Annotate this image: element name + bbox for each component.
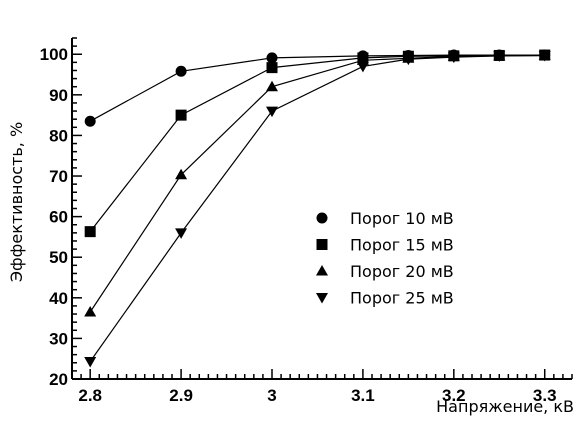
legend-entry: Порог 15 мВ (316, 236, 454, 255)
x-tick-label: 3.2 (442, 386, 466, 405)
data-point (266, 80, 278, 92)
x-tick-label: 3.3 (533, 386, 557, 405)
data-point (266, 62, 278, 74)
data-point (356, 61, 369, 73)
legend: Порог 10 мВ Порог 15 мВ Порог 20 мВ Порог 2… (316, 209, 454, 308)
series-4 (84, 50, 551, 368)
data-point (175, 109, 187, 121)
legend-marker (316, 265, 328, 276)
data-point (493, 51, 506, 62)
data-point (538, 50, 551, 62)
x-tick-label: 2.8 (78, 386, 102, 405)
series-line (89, 54, 545, 232)
data-point (84, 115, 96, 127)
y-tick-label: 30 (49, 329, 68, 348)
data-point (266, 52, 278, 64)
legend-entry: Порог 20 мВ (316, 262, 454, 281)
x-tick-label: 3 (267, 386, 276, 405)
data-point (175, 65, 187, 77)
y-tick-label: 80 (49, 126, 68, 145)
data-point (84, 306, 97, 317)
legend-marker (316, 212, 328, 224)
x-tick-label: 3.1 (351, 386, 375, 405)
data-point (84, 226, 96, 238)
legend-label: Порог 25 мВ (350, 289, 454, 308)
data-point (175, 228, 188, 239)
legend-entry: Порог 10 мВ (316, 209, 454, 228)
y-tick-label: 100 (40, 45, 68, 64)
legend-label: Порог 15 мВ (350, 236, 454, 255)
data-point (266, 106, 278, 118)
y-tick-label: 50 (49, 248, 68, 267)
series-line (89, 54, 545, 362)
x-axis-title: Напряжение, кВ (436, 397, 574, 416)
x-tick-label: 2.9 (169, 386, 193, 405)
y-tick-label: 60 (49, 208, 68, 227)
series-3 (84, 49, 551, 317)
data-point (402, 54, 415, 66)
data-point (175, 168, 188, 180)
legend-entry: Порог 25 мВ (316, 289, 454, 308)
series-layer (84, 49, 551, 368)
data-point (84, 357, 97, 368)
series-2 (84, 49, 551, 238)
legend-label: Порог 20 мВ (350, 262, 454, 281)
y-tick-label: 70 (49, 167, 68, 186)
legend-label: Порог 10 мВ (350, 209, 454, 228)
y-tick-label: 20 (49, 370, 68, 389)
data-point (447, 52, 460, 64)
y-axis-title: Эффективность, % (7, 122, 26, 282)
y-tick-label: 90 (49, 86, 68, 105)
axes: 20 30 40 50 60 70 80 90 100 2.8 2.9 3 3.1 3.2 3.3 (40, 37, 573, 405)
y-tick-label: 40 (49, 289, 68, 308)
legend-marker (316, 293, 328, 304)
legend-marker (316, 239, 328, 250)
